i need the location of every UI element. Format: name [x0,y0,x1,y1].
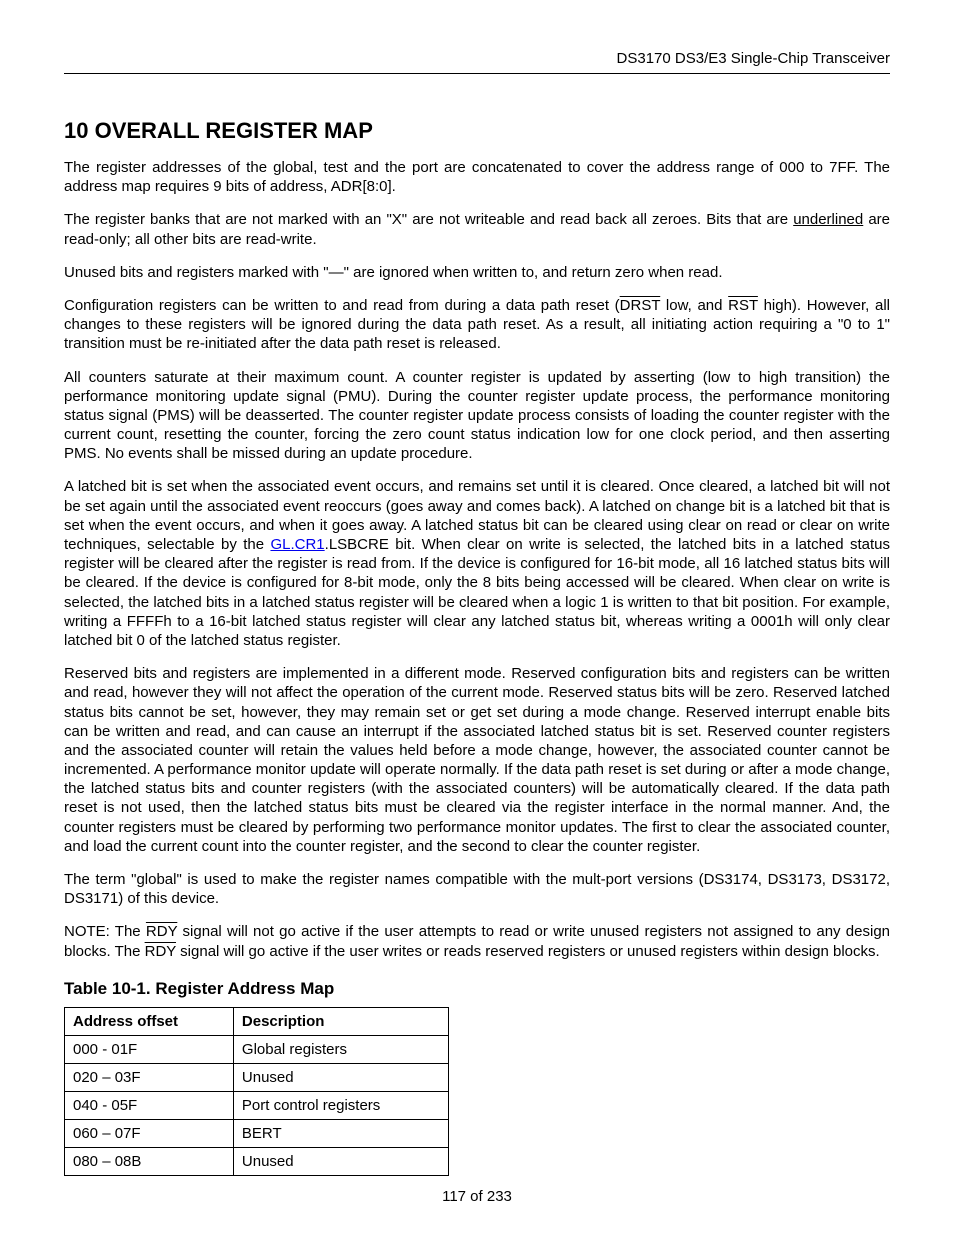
table-cell-address: 060 – 07F [65,1119,234,1147]
paragraph-reserved: Reserved bits and registers are implemen… [64,664,890,856]
table-cell-description: BERT [233,1119,448,1147]
page-container: DS3170 DS3/E3 Single-Chip Transceiver 10… [0,0,954,1235]
document-title: DS3170 DS3/E3 Single-Chip Transceiver [617,50,890,67]
table-row: 020 – 03F Unused [65,1063,449,1091]
table-cell-description: Global registers [233,1035,448,1063]
table-cell-address: 080 – 08B [65,1147,234,1175]
paragraph-readonly: The register banks that are not marked w… [64,210,890,248]
paragraph-global: The term "global" is used to make the re… [64,870,890,908]
document-header: DS3170 DS3/E3 Single-Chip Transceiver [64,50,890,74]
paragraph-note: NOTE: The RDY signal will not go active … [64,922,890,960]
table-cell-address: 000 - 01F [65,1035,234,1063]
text-fragment: Configuration registers can be written t… [64,297,620,314]
paragraph-unused: Unused bits and registers marked with "—… [64,263,890,282]
link-glcr1[interactable]: GL.CR1 [270,536,324,553]
table-cell-description: Unused [233,1063,448,1091]
signal-rdy: RDY [146,923,177,940]
text-fragment: signal will go active if the user writes… [176,943,880,960]
text-fragment: NOTE: The [64,923,146,940]
paragraph-config-registers: Configuration registers can be written t… [64,296,890,354]
table-header-description: Description [233,1007,448,1035]
section-heading: 10 OVERALL REGISTER MAP [64,118,890,144]
table-header-address: Address offset [65,1007,234,1035]
text-underlined: underlined [793,211,863,228]
paragraph-latched: A latched bit is set when the associated… [64,477,890,650]
text-fragment: low, and [660,297,728,314]
signal-rdy: RDY [145,943,176,960]
paragraph-intro: The register addresses of the global, te… [64,158,890,196]
table-cell-description: Port control registers [233,1091,448,1119]
table-row: 040 - 05F Port control registers [65,1091,449,1119]
signal-rst: RST [728,297,758,314]
paragraph-counters: All counters saturate at their maximum c… [64,368,890,464]
table-cell-address: 040 - 05F [65,1091,234,1119]
table-cell-description: Unused [233,1147,448,1175]
signal-drst: DRST [620,297,661,314]
table-title: Table 10-1. Register Address Map [64,979,890,999]
register-address-map-table: Address offset Description 000 - 01F Glo… [64,1007,449,1176]
text-fragment: The register banks that are not marked w… [64,211,793,228]
table-row: 080 – 08B Unused [65,1147,449,1175]
page-number: 117 of 233 [0,1188,954,1205]
table-header-row: Address offset Description [65,1007,449,1035]
table-row: 000 - 01F Global registers [65,1035,449,1063]
table-row: 060 – 07F BERT [65,1119,449,1147]
table-cell-address: 020 – 03F [65,1063,234,1091]
